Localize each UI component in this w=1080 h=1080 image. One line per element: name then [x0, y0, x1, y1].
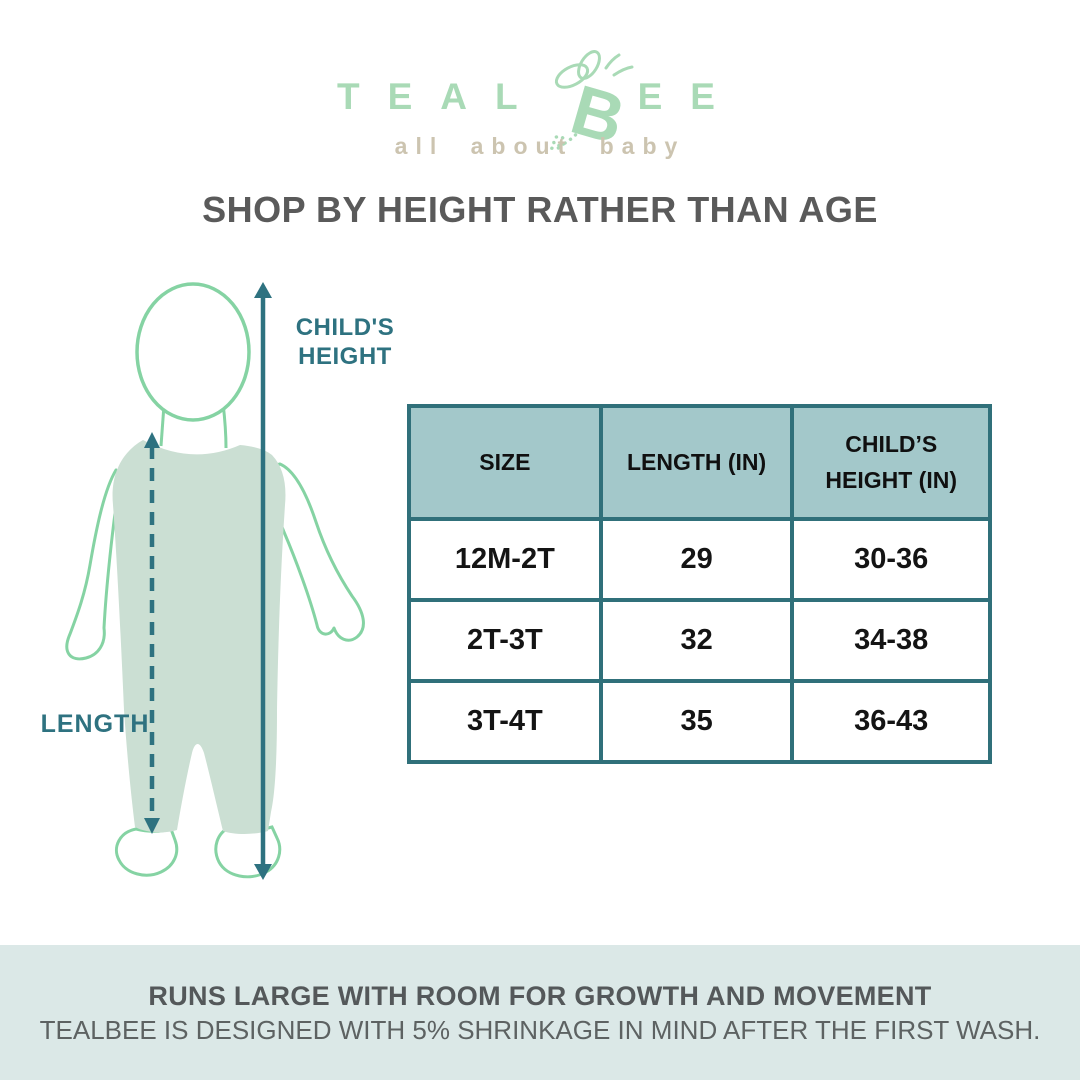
table-row: 2T-3T 32 34-38 — [407, 598, 992, 683]
header-cell-length: LENGTH (IN) — [598, 404, 795, 521]
cell-childs-height: 34-38 — [790, 598, 992, 683]
bee-wing-right — [576, 50, 601, 80]
page-title: SHOP BY HEIGHT RATHER THAN AGE — [202, 189, 878, 230]
baby-arm-right — [270, 462, 365, 642]
baby-head — [135, 282, 251, 422]
tealbee-logo: TEAL B EE — [0, 50, 1080, 156]
logo-tagline: all about baby — [394, 133, 686, 159]
cell-length: 35 — [598, 679, 795, 764]
bee-flight-trail — [548, 128, 582, 151]
bee-antenna — [612, 65, 634, 77]
childs-height-arrowhead-bottom — [254, 864, 272, 880]
childs-height-label-line1: CHILD'S — [295, 314, 395, 341]
childs-height-arrowhead-top — [254, 282, 272, 298]
logo-wordmark-start: TEAL — [337, 76, 546, 117]
footer-line2: TEALBEE IS DESIGNED WITH 5% SHRINKAGE IN… — [39, 1015, 1041, 1045]
table-row: 3T-4T 35 36-43 — [407, 679, 992, 764]
cell-size: 12M-2T — [407, 517, 603, 602]
header-cell-childs-height: CHILD’S HEIGHT (IN) — [790, 404, 992, 521]
romper-garment — [112, 440, 286, 834]
footer-band: RUNS LARGE WITH ROOM FOR GROWTH AND MOVE… — [0, 945, 1080, 1080]
childs-height-label-line2: HEIGHT — [298, 343, 392, 370]
baby-measurement-diagram — [65, 282, 365, 880]
table-row: 12M-2T 29 30-36 — [407, 517, 992, 602]
baby-foot-left — [114, 827, 179, 877]
logo-wordmark-end: EE — [637, 76, 743, 117]
footer-line1: RUNS LARGE WITH ROOM FOR GROWTH AND MOVE… — [148, 981, 932, 1011]
cell-childs-height: 36-43 — [790, 679, 992, 764]
length-arrowhead-top — [144, 432, 160, 448]
cell-length: 29 — [598, 517, 795, 602]
baby-foot-right — [214, 825, 282, 879]
size-table: SIZE LENGTH (IN) CHILD’S HEIGHT (IN) 12M… — [407, 404, 992, 764]
cell-size: 3T-4T — [407, 679, 603, 764]
cell-childs-height: 30-36 — [790, 517, 992, 602]
table-header-row: SIZE LENGTH (IN) CHILD’S HEIGHT (IN) — [407, 404, 992, 521]
bee-antenna — [604, 53, 621, 70]
cell-length: 32 — [598, 598, 795, 683]
baby-arm-left — [65, 468, 122, 661]
bee-icon: B — [548, 50, 634, 156]
childs-height-label: CHILD'S HEIGHT — [282, 313, 408, 371]
bee-wing-left — [554, 63, 589, 89]
length-label: LENGTH — [40, 710, 150, 738]
length-arrowhead-bottom — [144, 818, 160, 834]
header-cell-size: SIZE — [407, 404, 603, 521]
cell-size: 2T-3T — [407, 598, 603, 683]
